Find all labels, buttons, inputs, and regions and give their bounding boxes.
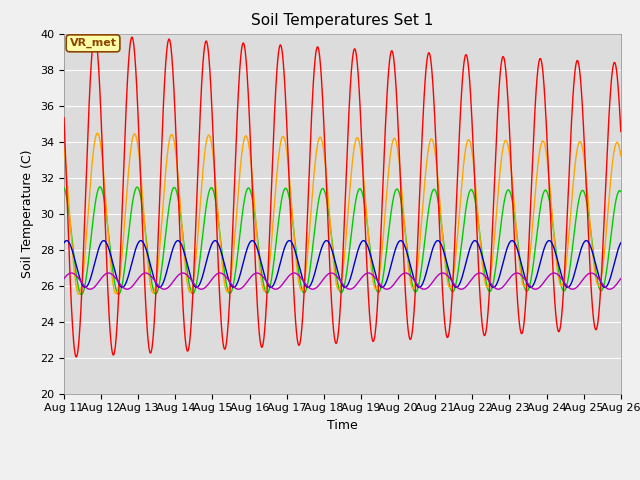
Legend: Tsoil -2cm, Tsoil -4cm, Tsoil -8cm, Tsoil -16cm, Tsoil -32cm: Tsoil -2cm, Tsoil -4cm, Tsoil -8cm, Tsoi… — [122, 477, 563, 480]
Text: VR_met: VR_met — [70, 38, 116, 48]
Title: Soil Temperatures Set 1: Soil Temperatures Set 1 — [252, 13, 433, 28]
X-axis label: Time: Time — [327, 419, 358, 432]
Y-axis label: Soil Temperature (C): Soil Temperature (C) — [22, 149, 35, 278]
